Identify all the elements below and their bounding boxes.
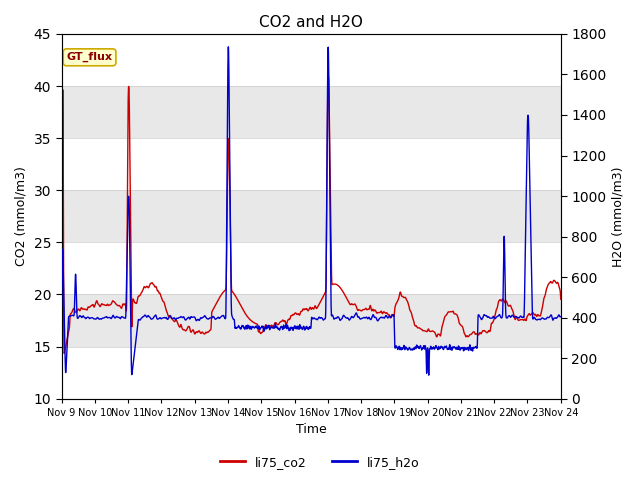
Y-axis label: CO2 (mmol/m3): CO2 (mmol/m3) [15, 167, 28, 266]
Bar [61, 86, 561, 138]
Text: GT_flux: GT_flux [67, 52, 113, 62]
Bar [61, 34, 561, 86]
li75_h2o [425, 372, 433, 378]
li75_co2 [249, 319, 257, 325]
li75_h2o [250, 324, 257, 330]
li75_h2o [493, 313, 501, 319]
li75_h2o [144, 312, 152, 318]
li75_h2o [557, 314, 564, 320]
li75_h2o [547, 312, 555, 318]
li75_co2 [115, 303, 122, 309]
Legend: li75_co2, li75_h2o: li75_co2, li75_h2o [215, 451, 425, 474]
Y-axis label: H2O (mmol/m3): H2O (mmol/m3) [612, 166, 625, 266]
li75_co2 [557, 296, 564, 302]
li75_co2 [547, 279, 555, 285]
li75_co2 [58, 351, 65, 357]
Bar [61, 138, 561, 190]
li75_co2 [324, 73, 332, 79]
li75_h2o [271, 324, 278, 330]
Line: li75_co2: li75_co2 [61, 76, 561, 354]
li75_co2 [493, 304, 501, 310]
Bar [61, 242, 561, 294]
X-axis label: Time: Time [296, 423, 326, 436]
li75_co2 [144, 285, 152, 290]
li75_h2o [225, 44, 232, 50]
Bar [61, 347, 561, 398]
li75_h2o [115, 314, 122, 320]
li75_h2o [58, 304, 65, 310]
Title: CO2 and H2O: CO2 and H2O [259, 15, 363, 30]
li75_co2 [271, 320, 278, 326]
Bar [61, 294, 561, 347]
Line: li75_h2o: li75_h2o [61, 47, 561, 375]
Bar [61, 190, 561, 242]
